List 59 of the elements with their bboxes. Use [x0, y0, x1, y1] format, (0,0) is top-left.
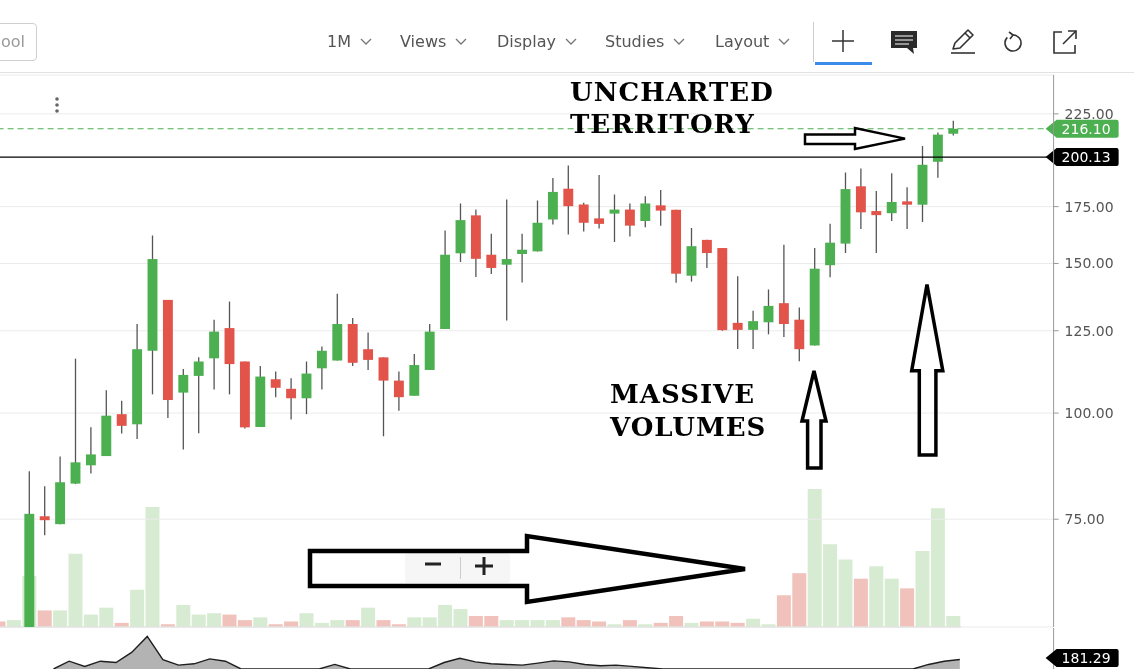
candlestick [732, 275, 743, 350]
y-tick-label: 175.00 [1064, 198, 1114, 215]
y-tick-label: 75.00 [1064, 511, 1105, 528]
candlestick [701, 239, 712, 269]
text: Views [400, 31, 447, 51]
y-tick-label: 125.00 [1064, 322, 1114, 339]
candlestick [593, 174, 604, 230]
candlestick [901, 186, 912, 230]
ref-line-label: 200.13 [1061, 149, 1111, 166]
candlestick [316, 345, 327, 391]
text: 1M [327, 31, 351, 51]
bar [899, 588, 914, 627]
annotation: UNCHARTED TERRITORY [570, 76, 775, 140]
bar [37, 610, 52, 627]
candlestick [624, 202, 635, 238]
candlestick [516, 233, 527, 284]
candlestick [378, 356, 388, 437]
bar [175, 604, 190, 627]
ref-line-label: 216.10 [1061, 120, 1111, 137]
candlestick [39, 485, 50, 536]
bar [406, 617, 421, 627]
candlestick [393, 370, 404, 412]
candlestick [70, 357, 80, 485]
candlestick [824, 222, 835, 278]
text: 181.29 [1061, 650, 1111, 666]
bar [299, 613, 313, 627]
text: ool [1, 31, 26, 53]
candlestick [578, 202, 589, 233]
text: Display [497, 31, 556, 51]
y-tick-label: 225.00 [1064, 105, 1114, 122]
candlestick [609, 193, 619, 243]
bar [360, 607, 375, 627]
candlestick [285, 377, 296, 421]
candlestick [886, 172, 897, 222]
annotation: MASSIVE VOLUMES [610, 378, 768, 444]
text: Layout [715, 31, 770, 51]
candlestick [870, 190, 881, 254]
candlestick [778, 244, 789, 338]
candlestick [193, 356, 204, 434]
candlestick [639, 195, 650, 228]
candlestick [747, 309, 758, 350]
bar [560, 617, 575, 627]
candlestick [362, 331, 373, 371]
candlestick [116, 400, 127, 435]
candlestick [270, 370, 281, 398]
candlestick [177, 368, 188, 451]
y-tick-label: 150.00 [1064, 255, 1114, 272]
candlestick [562, 164, 573, 236]
bar [853, 578, 868, 627]
bar [252, 617, 267, 627]
bar [914, 551, 929, 627]
candlestick [655, 189, 666, 227]
candlestick [85, 426, 96, 475]
text: Studies [605, 31, 665, 51]
bar [868, 566, 883, 627]
y-tick-label: 100.00 [1064, 405, 1114, 422]
candlestick [485, 233, 496, 275]
bar [884, 578, 899, 627]
candlestick [501, 198, 512, 322]
